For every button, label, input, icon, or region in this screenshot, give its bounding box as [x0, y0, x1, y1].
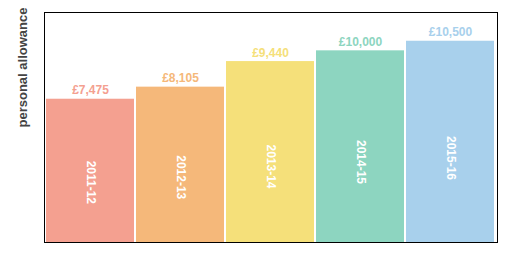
svg-text:personal allowance: personal allowance: [15, 8, 30, 128]
svg-text:£9,440: £9,440: [252, 46, 289, 60]
svg-text:2011-12: 2011-12: [84, 161, 98, 205]
svg-text:£8,105: £8,105: [162, 71, 199, 85]
svg-text:£7,475: £7,475: [72, 83, 109, 97]
svg-text:2013-14: 2013-14: [264, 144, 278, 188]
svg-text:2015-16: 2015-16: [444, 136, 458, 180]
svg-text:£10,000: £10,000: [339, 35, 383, 49]
svg-text:£10,500: £10,500: [429, 25, 473, 39]
svg-text:2012-13: 2012-13: [174, 155, 188, 199]
svg-text:2014-15: 2014-15: [354, 140, 368, 184]
